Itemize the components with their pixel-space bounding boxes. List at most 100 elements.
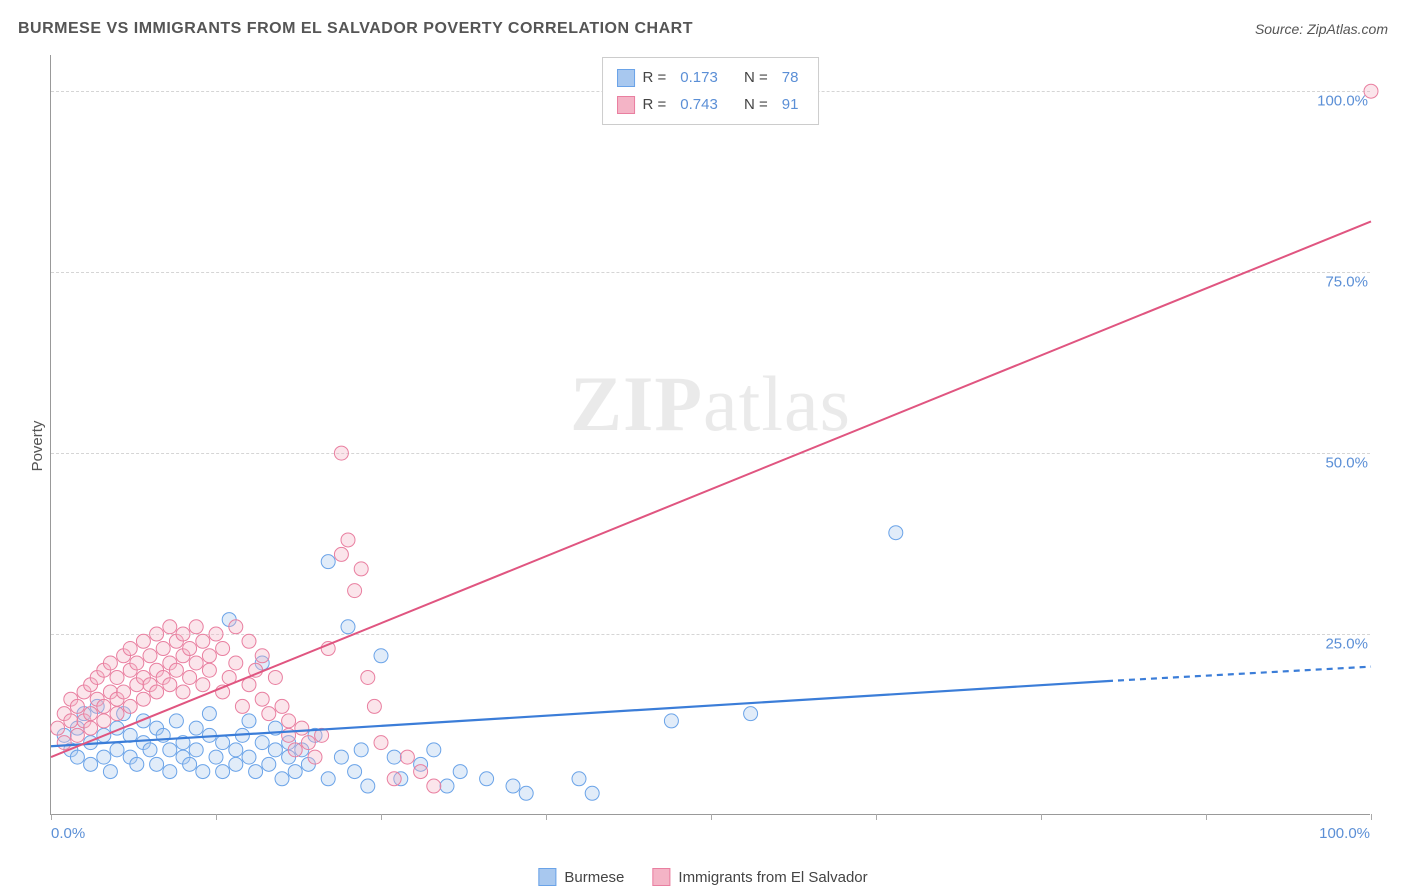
y-axis-label: Poverty [29, 421, 46, 472]
data-point [189, 656, 203, 670]
data-point [70, 750, 84, 764]
data-point [242, 714, 256, 728]
data-point [387, 772, 401, 786]
data-point [189, 721, 203, 735]
legend-label-burmese: Burmese [564, 869, 624, 886]
scatter-svg [51, 55, 1370, 814]
data-point [183, 757, 197, 771]
data-point [97, 699, 111, 713]
data-point [123, 699, 137, 713]
data-point [110, 670, 124, 684]
data-point [321, 555, 335, 569]
data-point [744, 707, 758, 721]
data-point [216, 736, 230, 750]
legend-stats-box: R = 0.173 N = 78 R = 0.743 N = 91 [602, 57, 820, 125]
x-tick [711, 814, 712, 820]
data-point [202, 649, 216, 663]
data-point [51, 721, 65, 735]
data-point [348, 584, 362, 598]
data-point [374, 649, 388, 663]
data-point [123, 642, 137, 656]
data-point [255, 692, 269, 706]
legend-stats-row-2: R = 0.743 N = 91 [617, 91, 805, 118]
data-point [97, 714, 111, 728]
x-tick [1371, 814, 1372, 820]
data-point [440, 779, 454, 793]
data-point [519, 786, 533, 800]
data-point [288, 765, 302, 779]
data-point [169, 663, 183, 677]
data-point [136, 692, 150, 706]
data-point [64, 714, 78, 728]
data-point [354, 562, 368, 576]
data-point [163, 743, 177, 757]
swatch-elsalvador [617, 96, 635, 114]
data-point [196, 765, 210, 779]
data-point [321, 772, 335, 786]
data-point [143, 649, 157, 663]
data-point [176, 685, 190, 699]
x-tick-max: 100.0% [1319, 825, 1370, 842]
legend-series: Burmese Immigrants from El Salvador [538, 868, 867, 886]
data-point [268, 743, 282, 757]
data-point [275, 772, 289, 786]
data-point [189, 620, 203, 634]
data-point [427, 743, 441, 757]
data-point [275, 699, 289, 713]
data-point [110, 743, 124, 757]
x-tick [546, 814, 547, 820]
data-point [103, 765, 117, 779]
data-point [664, 714, 678, 728]
data-point [183, 642, 197, 656]
swatch-elsalvador-icon [652, 868, 670, 886]
data-point [354, 743, 368, 757]
plot-area: ZIPatlas 25.0%50.0%75.0%100.0% R = 0.173… [50, 55, 1370, 815]
swatch-burmese-icon [538, 868, 556, 886]
data-point [348, 765, 362, 779]
data-point [202, 663, 216, 677]
data-point [255, 736, 269, 750]
x-tick [216, 814, 217, 820]
data-point [374, 736, 388, 750]
legend-stats-row-1: R = 0.173 N = 78 [617, 64, 805, 91]
data-point [400, 750, 414, 764]
data-point [216, 765, 230, 779]
data-point [341, 533, 355, 547]
data-point [242, 634, 256, 648]
data-point [1364, 84, 1378, 98]
legend-item-burmese: Burmese [538, 868, 624, 886]
x-tick [51, 814, 52, 820]
data-point [84, 721, 98, 735]
data-point [163, 678, 177, 692]
data-point [255, 649, 269, 663]
data-point [196, 678, 210, 692]
data-point [242, 750, 256, 764]
data-point [209, 627, 223, 641]
data-point [84, 707, 98, 721]
data-point [334, 446, 348, 460]
data-point [70, 728, 84, 742]
data-point [163, 620, 177, 634]
regression-line-extrapolated [1107, 667, 1371, 681]
data-point [130, 656, 144, 670]
data-point [156, 642, 170, 656]
data-point [196, 634, 210, 648]
data-point [202, 707, 216, 721]
data-point [97, 750, 111, 764]
data-point [150, 757, 164, 771]
x-tick [381, 814, 382, 820]
data-point [585, 786, 599, 800]
data-point [414, 765, 428, 779]
data-point [235, 699, 249, 713]
data-point [229, 743, 243, 757]
x-tick [1041, 814, 1042, 820]
data-point [262, 707, 276, 721]
data-point [163, 765, 177, 779]
data-point [334, 547, 348, 561]
data-point [268, 670, 282, 684]
source-attribution: Source: ZipAtlas.com [1255, 21, 1388, 37]
data-point [70, 699, 84, 713]
data-point [229, 620, 243, 634]
data-point [387, 750, 401, 764]
x-tick-min: 0.0% [51, 825, 85, 842]
